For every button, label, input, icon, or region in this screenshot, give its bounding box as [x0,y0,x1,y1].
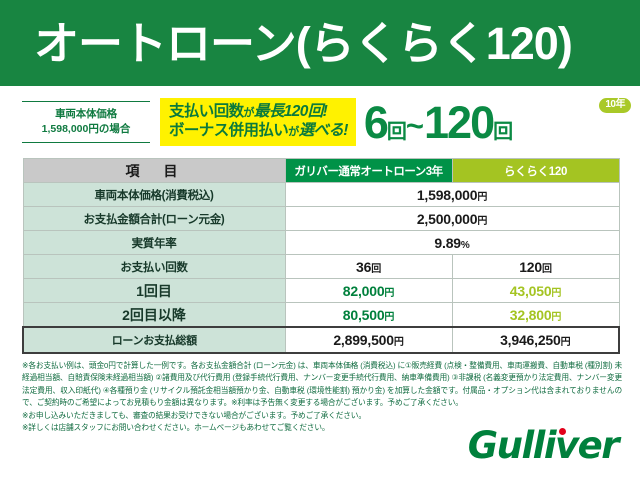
fineprint-paragraph-3: ※詳しくは店舗スタッフにお問い合わせください。ホームページもあわせてご覧ください… [22,423,330,433]
table-row: 2回目以降 80,500円 32,800円 [22,302,620,328]
loan-comparison-section: 項 目 ガリバー通常オートローン3年 らくらく120 車両本体価格(消費税込) … [0,158,640,354]
value-unit: 円 [551,311,562,323]
payment-range-display: 6 回 ~ 120 回 10年 [363,96,632,148]
gulliver-logo: Gulliver [467,424,620,467]
loan-comparison-table: 項 目 ガリバー通常オートローン3年 らくらく120 車両本体価格(消費税込) … [22,158,620,354]
promo-highlight-box: 支払い回数が最長120回! ボーナス併用払いが選べる! [160,97,356,147]
value-unit: 円 [384,311,395,323]
value-text: 82,000 [342,282,385,299]
table-row: 車両本体価格(消費税込) 1,598,000円 [22,182,620,207]
range-from-unit: 回 [386,120,407,143]
value-unit: 円 [560,337,571,348]
value-text: 2,500,000 [416,210,478,227]
vehicle-price-case-box: 車両本体価格 1,598,000円の場合 [22,100,150,144]
row-value-grand-total-rakuraku: 3,946,250円 [451,326,620,354]
row-value-first-payment-standard: 82,000円 [284,278,453,303]
value-text: 43,050 [509,282,552,299]
table-row: お支払金額合計(ローン元金) 2,500,000円 [22,206,620,231]
table-header-row: 項 目 ガリバー通常オートローン3年 らくらく120 [22,158,620,183]
column-header-item: 項 目 [22,158,286,183]
value-text: 120 [519,258,542,275]
value-unit: 回 [371,263,381,275]
value-unit: % [460,239,470,251]
logo-red-dot-icon [559,428,566,435]
value-unit: 円 [551,287,562,299]
row-label-total-principal: お支払金額合計(ローン元金) [22,206,286,231]
value-unit: 円 [384,287,395,299]
range-from-number: 6 [363,96,389,148]
fineprint-paragraph-2: ※お申し込みいただきましても、審査の結果お受けできない場合がございます。予めご了… [22,410,366,420]
table-row: お支払い回数 36回 120回 [22,254,620,279]
row-value-grand-total-standard: 2,899,500円 [284,326,453,354]
value-text: 36 [356,258,372,275]
row-value-payment-count-rakuraku: 120回 [451,254,620,279]
value-text: 80,500 [342,306,385,323]
promo-highlight-line2-particle: が [288,125,299,138]
row-value-subsequent-payment-standard: 80,500円 [284,302,453,328]
value-text: 9.89 [434,234,461,251]
value-unit: 円 [477,215,488,227]
promo-highlight-line1-rest: 最長120回! [253,102,328,120]
row-value-payment-count-standard: 36回 [284,254,453,279]
row-label-subsequent-payment: 2回目以降 [22,302,286,328]
value-unit: 円 [393,337,404,348]
row-label-first-payment: 1回目 [22,278,286,303]
row-label-vehicle-price: 車両本体価格(消費税込) [22,182,286,207]
ten-year-badge: 10年 [599,97,631,113]
page-title: オートローン(らくらく120) [34,17,573,69]
promo-highlight-line1: 支払い回数が最長120回! [169,103,348,122]
column-header-standard-loan: ガリバー通常オートローン3年 [284,158,453,183]
row-label-payment-count: お支払い回数 [22,254,286,279]
vehicle-price-case-line2: 1,598,000円の場合 [41,123,131,135]
row-value-apr: 9.89% [284,230,620,255]
promo-highlight-line2-main: ボーナス併用払い [169,121,289,139]
row-value-total-principal: 2,500,000円 [284,206,620,231]
range-to-number: 120 [424,96,495,148]
header-banner: オートローン(らくらく120) [0,0,640,86]
row-value-first-payment-rakuraku: 43,050円 [451,278,620,303]
table-row-total: ローンお支払総額 2,899,500円 3,946,250円 [22,326,620,354]
value-text: 32,800 [509,306,552,323]
range-to-unit: 回 [493,120,513,143]
promo-strip: 車両本体価格 1,598,000円の場合 支払い回数が最長120回! ボーナス併… [0,86,640,158]
table-row: 実質年率 9.89% [22,230,620,255]
value-text: 1,598,000 [416,186,478,203]
promo-highlight-line1-main: 支払い回数 [169,102,244,120]
vehicle-price-case-line1: 車両本体価格 [55,107,117,120]
fineprint-paragraph-1: ※各お支払い例は、頭金0円で計算した一例です。各お支払金額合計 (ローン元金) … [22,361,622,408]
table-row: 1回目 82,000円 43,050円 [22,278,620,303]
column-header-rakuraku120: らくらく120 [451,158,620,183]
promo-highlight-line2: ボーナス併用払いが選べる! [169,122,348,141]
row-value-subsequent-payment-rakuraku: 32,800円 [451,302,620,328]
value-text: 2,899,500 [333,332,394,348]
promo-highlight-line2-rest: 選べる! [298,121,349,139]
row-label-apr: 実質年率 [22,230,286,255]
value-text: 3,946,250 [500,332,561,348]
fineprint-notes: ※各お支払い例は、頭金0円で計算した一例です。各お支払金額合計 (ローン元金) … [22,360,622,435]
value-unit: 回 [541,263,552,275]
row-value-vehicle-price: 1,598,000円 [284,182,620,207]
gulliver-logo-text: Gulliver [467,424,620,467]
range-tilde: ~ [405,107,425,143]
promo-highlight-line1-particle: が [243,106,255,119]
row-label-grand-total: ローンお支払総額 [22,326,286,354]
value-unit: 円 [477,191,488,203]
